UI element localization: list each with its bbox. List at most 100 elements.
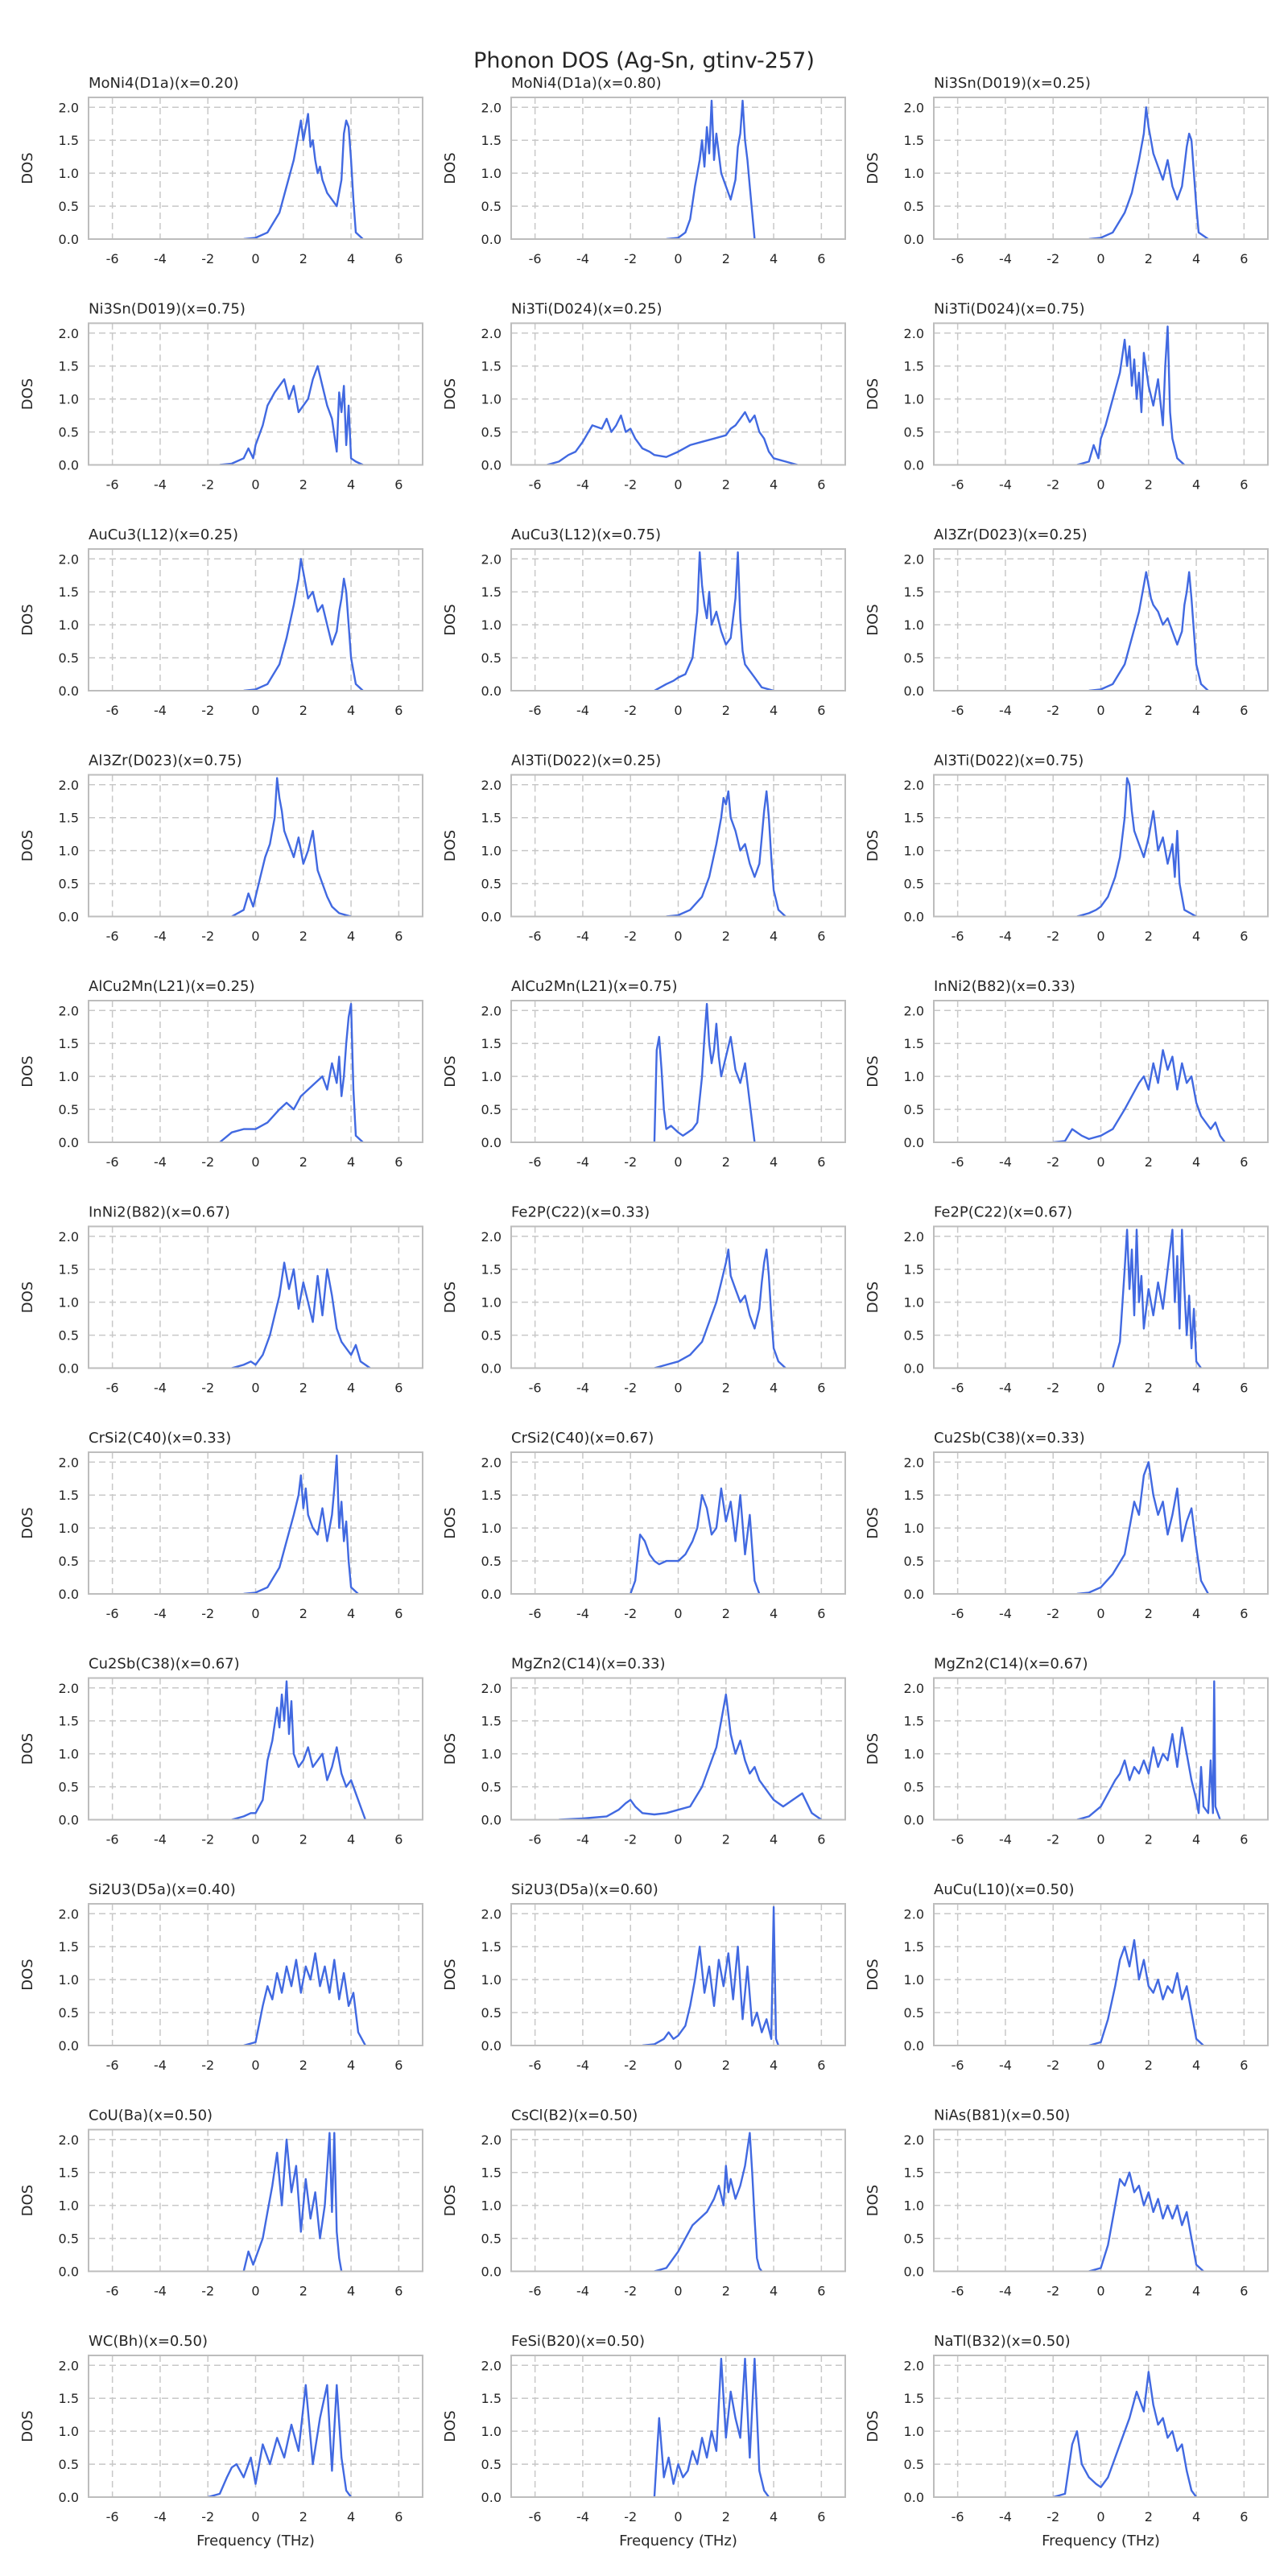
y-tick-label: 0.0: [59, 683, 79, 699]
panel-title: Ni3Sn(D019)(x=0.75): [89, 301, 246, 318]
x-tick-label: 0: [251, 703, 259, 718]
x-axis-label: Frequency (THz): [196, 2533, 315, 2549]
y-tick-label: 2.0: [481, 551, 502, 567]
y-tick-label: 0.5: [904, 1102, 924, 1117]
y-axis-label: DOS: [442, 1282, 459, 1313]
x-tick-label: -4: [999, 251, 1012, 266]
y-axis-label: DOS: [865, 1959, 881, 1990]
x-tick-label: 0: [674, 2058, 682, 2073]
x-tick-label: 0: [1096, 1381, 1104, 1396]
y-axis-label: DOS: [442, 2410, 459, 2442]
axes-frame: [510, 1677, 846, 1821]
x-tick-label: -4: [999, 703, 1012, 718]
y-tick-label: 1.0: [904, 2424, 924, 2439]
x-tick-label: 0: [674, 1154, 682, 1170]
dos-panel: AlCu2Mn(L21)(x=0.25) -6 -4 -2 0 2 4 6 0.0 0.5 1.0 1…: [19, 978, 423, 1170]
x-tick-label: -2: [624, 2509, 637, 2524]
x-tick-label: -4: [999, 2509, 1012, 2524]
y-tick-label: 1.0: [481, 166, 502, 181]
y-tick-label: 0.5: [481, 2231, 502, 2247]
dos-curve: [231, 1680, 367, 1820]
y-tick-label: 1.0: [904, 617, 924, 633]
x-tick-label: -4: [576, 1832, 589, 1847]
dos-curve: [653, 2357, 770, 2497]
panel-title: CrSi2(C40)(x=0.67): [511, 1430, 654, 1447]
x-tick-label: 6: [817, 2058, 825, 2073]
x-tick-label: 0: [674, 929, 682, 944]
dos-panel: NiAs(B81)(x=0.50) -6 -4 -2 0 2 4 6 0.0 0.5 1.0 1.5 2…: [865, 2107, 1269, 2299]
dos-curve: [654, 2132, 763, 2272]
dos-panel: FeSi(B20)(x=0.50) -6 -4 -2 0 2 4 6 0.0 0.5 1.0 1.5 2…: [442, 2333, 846, 2549]
x-tick-label: 6: [1240, 1381, 1248, 1396]
x-tick-label: -4: [999, 1606, 1012, 1621]
y-tick-label: 2.0: [481, 1003, 502, 1018]
axes-frame: [933, 774, 1269, 918]
axes-frame: [88, 97, 423, 240]
y-tick-label: 1.5: [904, 1262, 924, 1278]
y-tick-label: 0.5: [59, 1554, 79, 1569]
x-tick-label: 6: [1240, 2058, 1248, 2073]
axes-frame: [933, 1451, 1269, 1595]
axes-frame: [510, 2355, 846, 2498]
x-tick-label: -6: [952, 1154, 964, 1170]
x-tick-label: -2: [1046, 477, 1059, 493]
axes-frame: [933, 1903, 1269, 2046]
x-tick-label: 2: [722, 1832, 730, 1847]
y-tick-label: 0.0: [481, 2490, 502, 2505]
dos-curve: [1076, 1680, 1221, 1820]
x-tick-label: 4: [1192, 703, 1200, 718]
y-tick-label: 1.0: [904, 2198, 924, 2214]
y-tick-label: 0.0: [904, 1587, 924, 1602]
x-tick-label: -4: [576, 1381, 589, 1396]
dos-curve: [243, 113, 364, 239]
x-tick-label: -2: [1046, 2509, 1059, 2524]
y-tick-label: 2.0: [481, 1229, 502, 1245]
axes-frame: [933, 322, 1269, 466]
x-tick-label: 4: [1192, 477, 1200, 493]
x-tick-label: -4: [999, 1381, 1012, 1396]
panel-title: Cu2Sb(C38)(x=0.33): [934, 1430, 1085, 1447]
x-tick-label: 4: [1192, 1154, 1200, 1170]
y-tick-label: 0.0: [904, 910, 924, 925]
y-tick-label: 0.5: [481, 425, 502, 440]
x-tick-label: -4: [154, 2284, 167, 2299]
x-tick-label: -2: [624, 1154, 637, 1170]
x-tick-label: -6: [529, 251, 542, 266]
x-tick-label: 6: [394, 703, 402, 718]
dos-panel: Al3Ti(D022)(x=0.75) -6 -4 -2 0 2 4 6 0.0 0.5 1.0 1.…: [865, 753, 1269, 944]
x-tick-label: -6: [952, 1832, 964, 1847]
y-tick-label: 1.5: [904, 2391, 924, 2406]
dos-curve: [219, 1002, 364, 1142]
y-tick-label: 2.0: [59, 2358, 79, 2373]
x-tick-label: -4: [576, 1154, 589, 1170]
x-tick-label: -4: [999, 2284, 1012, 2299]
panel-title: MoNi4(D1a)(x=0.80): [511, 75, 662, 92]
x-tick-label: -6: [529, 1154, 542, 1170]
axes-frame: [510, 1903, 846, 2046]
dos-curve: [1088, 106, 1209, 239]
y-axis-label: DOS: [865, 2185, 881, 2216]
y-tick-label: 0.5: [59, 877, 79, 892]
y-tick-label: 1.5: [904, 1939, 924, 1955]
x-tick-label: -6: [529, 2284, 542, 2299]
x-tick-label: 0: [1096, 2058, 1104, 2073]
dos-panel: CoU(Ba)(x=0.50) -6 -4 -2 0 2 4 6 0.0 0.5 1.0 1.5 2.0…: [19, 2107, 423, 2299]
x-tick-label: 0: [1096, 2284, 1104, 2299]
y-tick-label: 0.5: [904, 2457, 924, 2472]
x-tick-label: 4: [770, 2284, 778, 2299]
y-tick-label: 0.0: [59, 2264, 79, 2280]
x-tick-label: -6: [952, 1381, 964, 1396]
x-tick-label: 0: [674, 2509, 682, 2524]
dos-panel: AuCu3(L12)(x=0.75) -6 -4 -2 0 2 4 6 0.0 0.5 1.0 1.5…: [442, 526, 846, 718]
panel-title: InNi2(B82)(x=0.67): [89, 1204, 230, 1221]
y-tick-label: 1.5: [904, 811, 924, 826]
x-tick-label: -6: [106, 251, 119, 266]
dos-curve: [1088, 1938, 1204, 2046]
dos-curve: [231, 777, 352, 917]
y-tick-label: 2.0: [904, 1455, 924, 1470]
y-tick-label: 1.0: [59, 1747, 79, 1762]
x-tick-label: -6: [106, 477, 119, 493]
panel-title: Ni3Ti(D024)(x=0.75): [934, 301, 1084, 318]
x-tick-label: 4: [1192, 2284, 1200, 2299]
x-tick-label: 0: [1096, 1606, 1104, 1621]
